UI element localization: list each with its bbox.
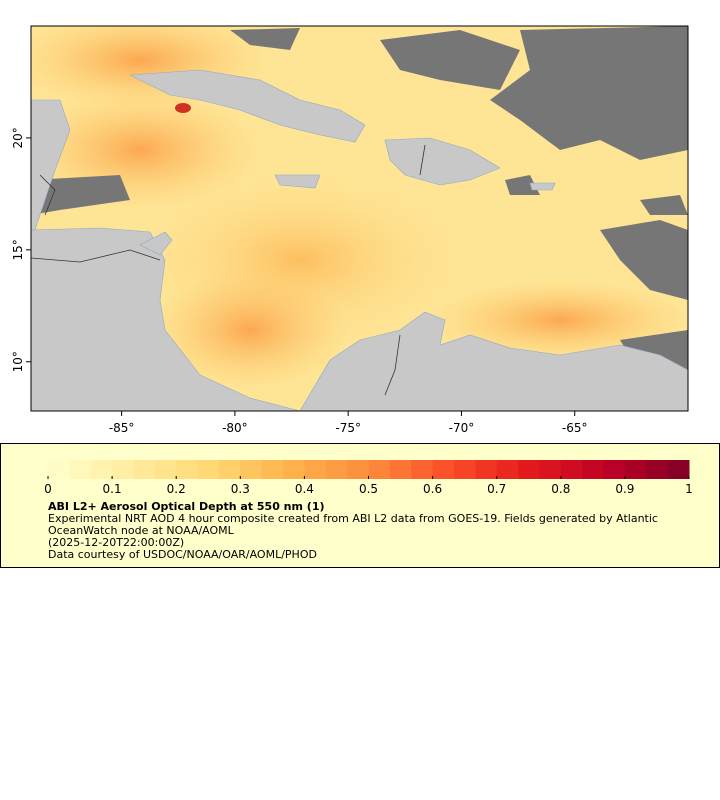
colorbar-cell [582,460,605,479]
colorbar-cell [432,460,455,479]
map-image [31,26,688,411]
colorbar-cell [603,460,626,479]
colorbar-cell [539,460,562,479]
colorbar-tick-label: 0.7 [487,482,506,494]
colorbar: 0 0.1 0.2 0.3 0.4 0.5 0.6 0.7 0.8 0.9 1 [44,460,693,494]
y-tick-label: 20° [11,127,25,148]
colorbar-cell [368,460,391,479]
colorbar-cell [48,460,70,479]
cloud [31,26,688,395]
y-tick-label: 10° [11,351,25,372]
colorbar-cell [304,460,327,479]
colorbar-tick-label: 0.5 [359,482,378,494]
x-tick-label: -70° [449,421,475,435]
colorbar-cell [154,460,177,479]
legend-title: ABI L2+ Aerosol Optical Depth at 550 nm … [48,500,325,513]
x-tick-label: -85° [109,421,135,435]
colorbar-cell [240,460,263,479]
colorbar-cell [347,460,369,479]
y-tick-label: 15° [11,239,25,260]
colorbar-cell [112,460,134,479]
colorbar-cell [453,460,476,479]
x-tick-label: -65° [562,421,588,435]
colorbar-cell [411,460,434,479]
x-tick-label: -75° [335,421,361,435]
colorbar-cell [90,460,113,479]
colorbar-cell [475,460,498,479]
colorbar-cell [283,460,305,479]
colorbar-tick-label: 0.9 [615,482,634,494]
colorbar-tick-label: 1 [685,482,693,494]
colorbar-cell [197,460,220,479]
credit: Data courtesy of USDOC/NOAA/OAR/AOML/PHO… [48,548,317,561]
border [31,144,426,396]
colorbar-tick-label: 0 [44,482,52,494]
colorbar-cell [518,460,540,479]
time: (2025-12-20T22:00:00Z) [48,536,185,549]
colorbar-tick-label: 0.3 [231,482,250,494]
map-frame [30,25,689,412]
colorbar-cell [176,460,199,479]
colorbar-cell [646,460,669,479]
colorbar-cell [218,460,241,479]
x-tick-label: -80° [222,421,248,435]
colorbar-tick-label: 0.8 [551,482,570,494]
description: Experimental NRT AOD 4 hour composite cr… [48,512,658,537]
colorbar-cell [133,460,156,479]
land [31,69,688,411]
map: -85° -80° -75° -70° -65° 10° 15° 20° [11,25,689,435]
colorbar-cell [261,460,284,479]
colorbar-cell [560,460,583,479]
colorbar-cell [389,460,412,479]
colorbar-cell [325,460,348,479]
colorbar-tick-label: 0.4 [295,482,314,494]
legend: 0 0.1 0.2 0.3 0.4 0.5 0.6 0.7 0.8 0.9 1 ABI L2+ Ae… [0,443,720,568]
colorbar-cell [624,460,647,479]
colorbar-tick-label: 0.6 [423,482,442,494]
colorbar-tick-label: 0.2 [167,482,186,494]
colorbar-cell [496,460,519,479]
colorbar-cell [667,460,690,479]
colorbar-cell [69,460,92,479]
colorbar-tick-label: 0.1 [103,482,122,494]
